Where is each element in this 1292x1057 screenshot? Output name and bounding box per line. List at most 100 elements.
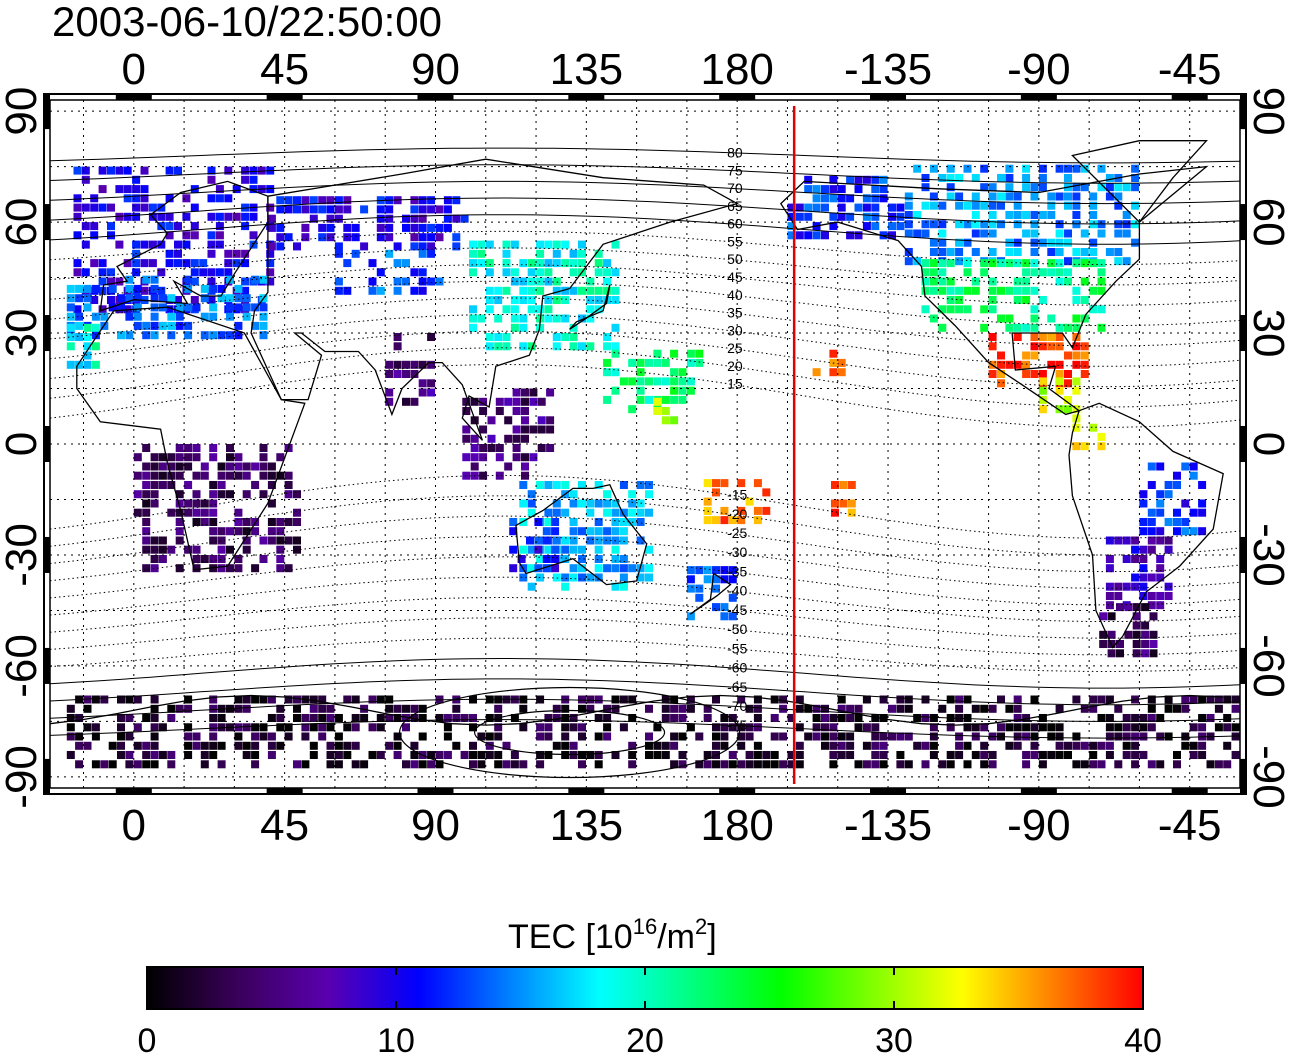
tec-cell <box>91 284 100 293</box>
tec-cell <box>837 368 846 377</box>
tec-cell <box>427 760 436 769</box>
tec-cell <box>117 695 125 704</box>
tec-cell <box>385 205 394 214</box>
tec-cell <box>534 536 543 545</box>
tec-cell <box>326 760 335 769</box>
tec-cell <box>519 323 528 332</box>
tec-cell <box>628 760 637 769</box>
tec-cell <box>829 368 838 377</box>
tec-cell <box>75 360 84 369</box>
tec-cell <box>1131 723 1140 732</box>
tec-cell <box>479 397 488 406</box>
tec-cell <box>795 760 804 769</box>
tec-cell <box>469 723 477 732</box>
tec-cell <box>980 723 989 732</box>
tec-cell <box>737 732 746 741</box>
tec-cell <box>527 286 536 295</box>
tec-cell <box>174 296 182 304</box>
tec-cell <box>150 536 159 545</box>
tec-cell <box>1055 238 1064 247</box>
tec-cell <box>81 175 90 184</box>
contour-line <box>50 657 1240 689</box>
tec-cell <box>284 481 293 489</box>
tec-cell <box>913 164 922 173</box>
tec-cell <box>619 573 628 582</box>
tec-cell <box>653 377 662 386</box>
tec-cell <box>594 499 603 508</box>
tec-cell <box>266 203 275 212</box>
tec-cell <box>1107 630 1116 639</box>
tec-cell <box>190 203 199 212</box>
tec-cell <box>896 222 905 231</box>
tec-cell <box>879 741 888 750</box>
tec-cell <box>234 284 243 293</box>
tec-cell <box>142 444 151 452</box>
tec-cell <box>167 704 176 713</box>
tec-cell <box>551 527 560 536</box>
tec-cell <box>470 462 479 471</box>
tec-cell <box>75 741 84 750</box>
tec-cell <box>184 695 193 704</box>
tec-cell <box>150 732 159 741</box>
tec-cell <box>846 231 855 240</box>
tec-cell <box>527 499 536 508</box>
top-lon-label: 135 <box>550 45 623 94</box>
tec-cell <box>1055 220 1064 229</box>
tec-cell <box>140 240 149 249</box>
tec-cell <box>1114 229 1123 238</box>
tec-cell <box>318 233 327 242</box>
tec-cell <box>83 294 92 303</box>
tec-cell <box>1072 248 1081 256</box>
tec-cell <box>1156 527 1165 536</box>
tec-cell <box>326 214 335 223</box>
tec-cell <box>611 704 620 713</box>
tec-cell <box>343 751 352 759</box>
tec-cell <box>184 751 193 759</box>
tec-cell <box>66 732 75 741</box>
tec-cell <box>955 751 964 759</box>
tec-cell <box>192 518 201 526</box>
tec-cell <box>628 695 637 704</box>
tec-cell <box>988 220 997 229</box>
tec-cell <box>470 444 479 452</box>
tec-cell <box>175 444 184 452</box>
tec-cell <box>234 555 243 563</box>
tec-cell <box>1030 286 1039 295</box>
tec-cell <box>997 379 1005 388</box>
tec-cell <box>234 732 243 741</box>
tec-cell <box>1114 723 1123 732</box>
tec-cell <box>133 453 142 462</box>
tec-cell <box>938 201 947 210</box>
tec-cell <box>1038 238 1047 247</box>
tec-cell <box>619 555 628 563</box>
tec-cell <box>242 723 251 732</box>
tec-cell <box>1047 732 1056 741</box>
tec-cell <box>234 695 243 704</box>
tec-cell <box>142 471 151 480</box>
tec-cell <box>184 732 193 741</box>
tec-cell <box>938 229 947 238</box>
tec-cell <box>1080 360 1089 369</box>
tec-cell <box>686 386 695 395</box>
coastline <box>99 180 269 312</box>
tec-cell <box>921 183 930 192</box>
tec-cell <box>938 174 947 182</box>
tec-cell <box>150 555 159 563</box>
tec-cell <box>1139 714 1148 722</box>
tec-cell <box>132 240 141 249</box>
tec-cell <box>376 695 385 704</box>
tec-cell <box>1064 751 1072 759</box>
tec-cell <box>569 323 578 332</box>
tec-cell <box>770 732 779 741</box>
tec-cell <box>142 536 151 545</box>
contour-label: 80 <box>727 145 743 161</box>
tec-cell <box>469 268 477 277</box>
tec-cell <box>611 268 620 277</box>
tec-cell <box>301 723 310 732</box>
tec-cell <box>510 277 519 286</box>
tec-cell <box>301 760 310 769</box>
tec-cell <box>661 407 670 415</box>
tec-cell <box>251 723 260 732</box>
tec-cell <box>1038 296 1047 304</box>
tec-cell <box>1131 555 1140 563</box>
